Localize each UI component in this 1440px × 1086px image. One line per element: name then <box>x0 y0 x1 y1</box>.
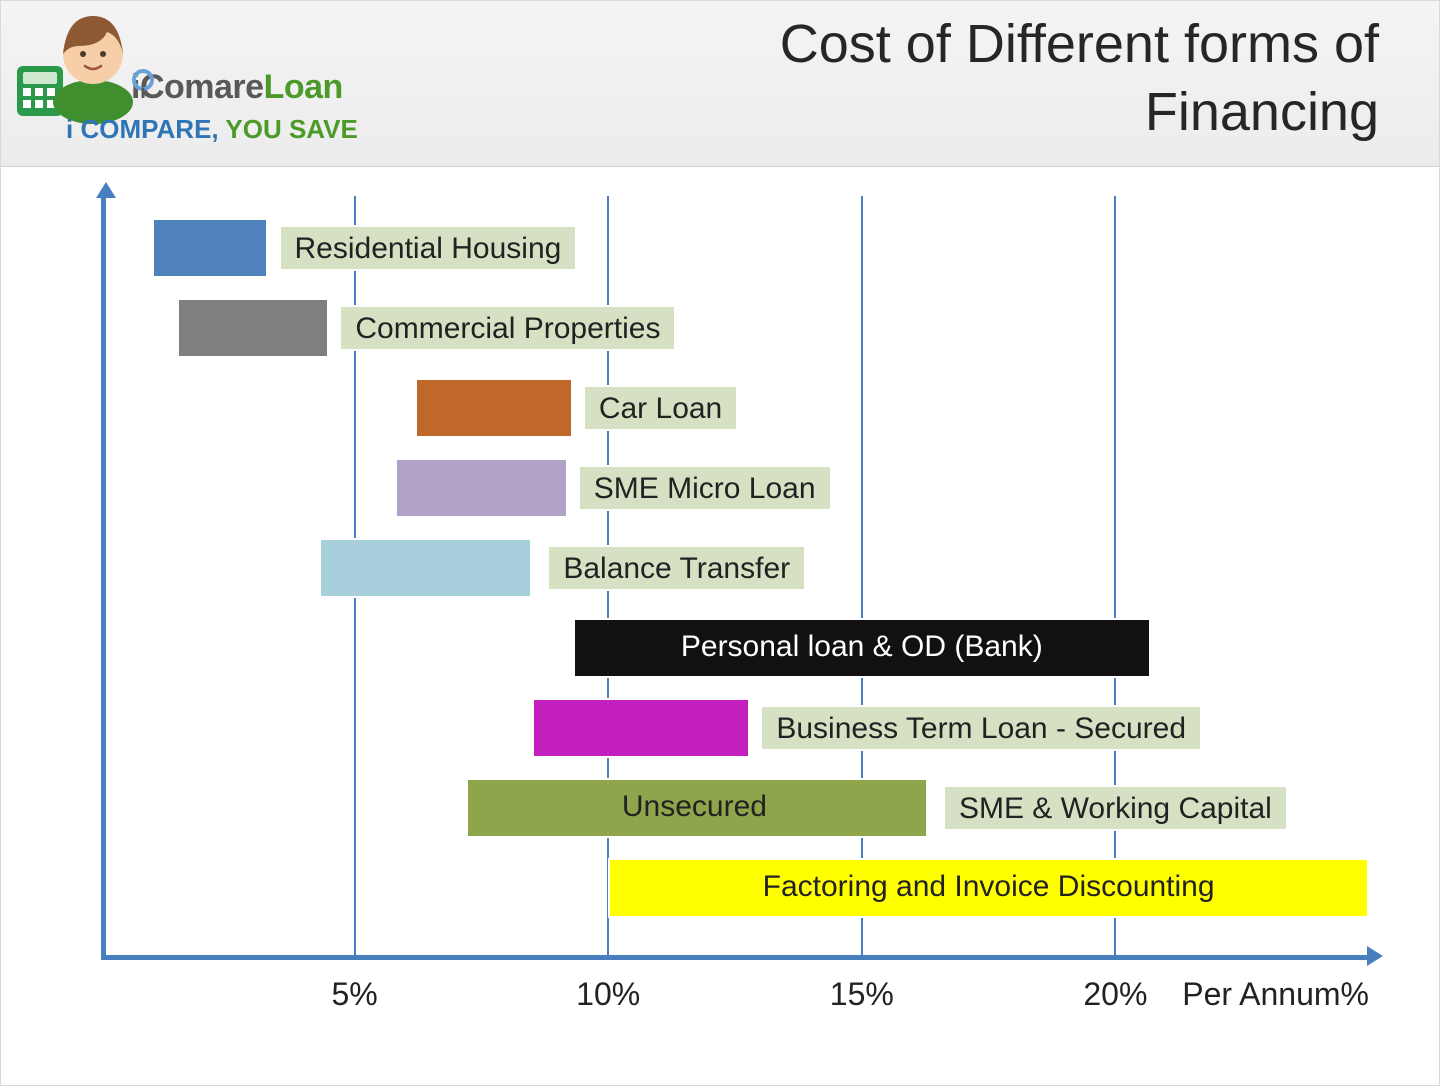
label-residential-housing: Residential Housing <box>279 225 578 271</box>
x-axis <box>101 955 1369 960</box>
chart-container: 5% 10% 15% 20% Per Annum% Residential Housing… <box>31 186 1409 1055</box>
gridline <box>861 196 863 960</box>
page-title: Cost of Different forms of Financing <box>619 11 1379 146</box>
bar-balance-transfer <box>319 538 532 598</box>
x-tick-label: 5% <box>331 976 377 1013</box>
label-personal-loan-od-bank: Personal loan & OD (Bank) <box>667 625 1057 671</box>
y-axis <box>101 196 106 960</box>
x-tick-label: 20% <box>1083 976 1147 1013</box>
page: iCom areLoan i COMPARE, YOU SAVE Cost of… <box>0 0 1440 1086</box>
label-sme-working-capital-unsecured-1: SME & Working Capital <box>943 785 1288 831</box>
magnifier-o-icon <box>131 68 157 98</box>
x-axis-arrow <box>1367 946 1383 966</box>
bar-car-loan <box>415 378 572 438</box>
brand-tagline-left: i COMPARE, <box>66 114 225 144</box>
x-tick-label: 10% <box>576 976 640 1013</box>
label-factoring-invoice-discounting: Factoring and Invoice Discounting <box>749 865 1229 911</box>
label-balance-transfer: Balance Transfer <box>547 545 806 591</box>
y-axis-arrow <box>96 182 116 198</box>
bar-sme-micro-loan <box>395 458 567 518</box>
label-car-loan: Car Loan <box>583 385 738 431</box>
label-sme-micro-loan: SME Micro Loan <box>578 465 832 511</box>
brand-wordmark: iCom areLoan <box>131 68 343 107</box>
brand-wordmark-suffix: Loan <box>264 68 343 106</box>
bar-business-term-loan-secured <box>532 698 750 758</box>
bar-residential-housing <box>152 218 269 278</box>
label-business-term-loan-secured: Business Term Loan - Secured <box>760 705 1202 751</box>
brand-logo: iCom areLoan i COMPARE, YOU SAVE <box>11 6 381 156</box>
chart-plot-area: 5%10%15%20%Per Annum%Residential Housing… <box>101 196 1369 960</box>
header-bar: iCom areLoan i COMPARE, YOU SAVE Cost of… <box>1 1 1439 167</box>
x-tick-label: 15% <box>830 976 894 1013</box>
x-axis-title: Per Annum% <box>1182 976 1369 1013</box>
brand-tagline: i COMPARE, YOU SAVE <box>66 114 358 145</box>
mascot-icon <box>11 6 151 126</box>
gridline <box>1114 196 1116 960</box>
bar-commercial-properties <box>177 298 329 358</box>
brand-tagline-right: YOU SAVE <box>225 114 357 144</box>
label-commercial-properties: Commercial Properties <box>339 305 676 351</box>
label-sme-working-capital-unsecured-0: Unsecured <box>608 785 781 831</box>
brand-wordmark-mid: are <box>214 68 264 106</box>
